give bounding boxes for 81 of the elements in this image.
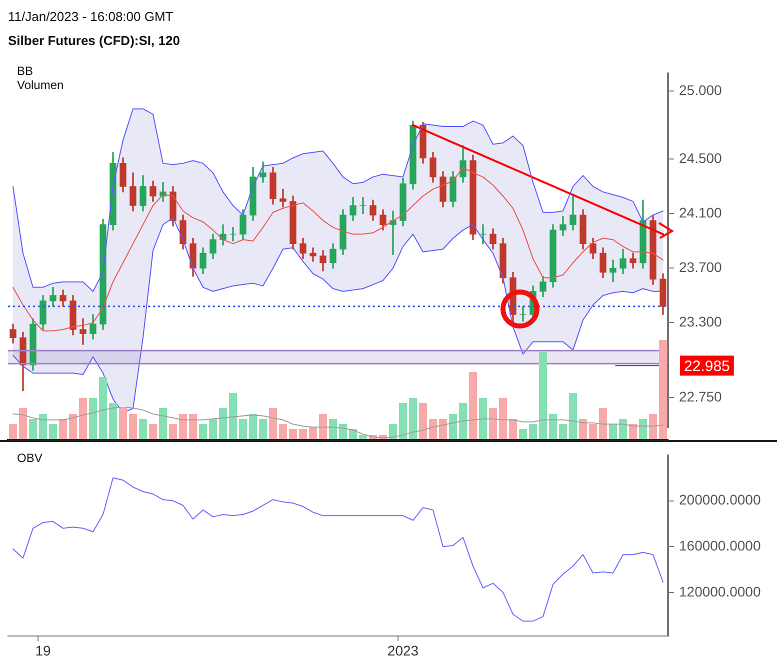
x-tick-label: 2023 [387, 642, 419, 658]
bar [59, 419, 67, 440]
bar [279, 424, 287, 440]
bar [129, 414, 137, 440]
y-tick-label: 200000.0000 [679, 492, 761, 508]
bar [189, 414, 197, 440]
bar [639, 419, 647, 440]
bar [29, 419, 37, 440]
y-tick-label: 23.700 [679, 259, 722, 276]
candlestick [80, 318, 86, 345]
bar [149, 424, 157, 440]
bar [409, 398, 417, 440]
bar [329, 419, 337, 440]
bar [169, 424, 177, 440]
bar [569, 393, 577, 440]
bar [219, 408, 227, 440]
bar [319, 414, 327, 440]
y-tick-label: 25.000 [679, 82, 722, 98]
bar [99, 377, 107, 440]
candlestick [280, 188, 286, 208]
bar [459, 403, 467, 440]
bar [609, 424, 617, 440]
bar [529, 424, 537, 440]
bar [249, 414, 257, 440]
annotation: BB [17, 64, 34, 78]
y-tick-label: 22.750 [679, 388, 722, 404]
bar [39, 414, 47, 440]
y-tick-label: 23.300 [679, 314, 722, 330]
bar [519, 429, 527, 440]
bar [439, 419, 447, 440]
candlestick [520, 306, 526, 322]
annotation: Volumen [17, 78, 64, 92]
bar [579, 419, 587, 440]
bar [499, 398, 507, 440]
bar [559, 424, 567, 440]
y-tick-label: 120000.0000 [679, 583, 761, 600]
bar [49, 424, 57, 440]
bar [399, 403, 407, 440]
bar [549, 414, 557, 440]
bar [539, 351, 547, 440]
bar [69, 414, 77, 440]
bar [239, 419, 247, 440]
bar [109, 403, 117, 440]
candlestick [360, 197, 366, 214]
bar [599, 408, 607, 440]
bar [139, 419, 147, 440]
bar [159, 408, 167, 440]
bar [199, 424, 207, 440]
bar [489, 408, 497, 440]
bar [119, 408, 127, 440]
candlestick [390, 210, 396, 255]
bar [619, 419, 627, 440]
ref-line-label: 22.985 [684, 358, 730, 375]
x-tick-label: 19 [35, 642, 51, 658]
bar [419, 403, 427, 440]
bar [589, 424, 597, 440]
bar [429, 419, 437, 440]
bar [179, 414, 187, 440]
bar [469, 372, 477, 440]
bar [89, 398, 97, 440]
candlestick [610, 260, 616, 282]
bar [259, 419, 267, 440]
annotation: OBV [17, 451, 42, 465]
bar [509, 419, 517, 440]
bar [9, 424, 17, 440]
bar [449, 414, 457, 440]
bar [479, 398, 487, 440]
y-tick-label: 160000.0000 [679, 537, 761, 554]
bar [649, 414, 657, 440]
bar [229, 393, 237, 440]
bar [19, 408, 27, 440]
bar [659, 340, 667, 440]
y-tick-label: 24.500 [679, 150, 722, 166]
bar [269, 408, 277, 440]
bar [299, 429, 307, 440]
bar [289, 429, 297, 440]
y-tick-label: 24.100 [679, 204, 722, 221]
bar [79, 398, 87, 440]
chart-title: 11/Jan/2023 - 16:08:00 GMT [8, 9, 174, 24]
bar [209, 419, 217, 440]
chart-subtitle: Silber Futures (CFD):SI, 120 [8, 33, 180, 48]
